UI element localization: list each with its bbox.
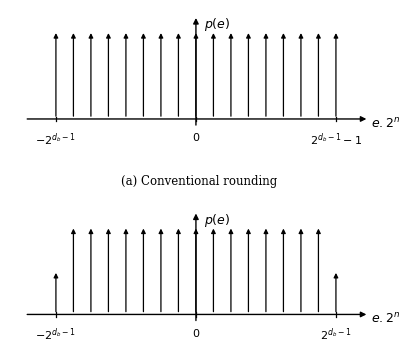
Text: $-2^{d_b-1}$: $-2^{d_b-1}$ (35, 327, 77, 344)
Text: $e{.}2^n$: $e{.}2^n$ (371, 116, 400, 130)
Text: $p(e)$: $p(e)$ (204, 16, 230, 33)
Text: $0$: $0$ (192, 327, 200, 339)
Text: $2^{d_b-1}-1$: $2^{d_b-1}-1$ (310, 131, 362, 148)
Text: $p(e)$: $p(e)$ (204, 211, 230, 229)
Text: $0$: $0$ (192, 131, 200, 143)
Text: $2^{d_b-1}$: $2^{d_b-1}$ (320, 327, 352, 344)
Text: $-2^{d_b-1}$: $-2^{d_b-1}$ (35, 131, 77, 148)
Text: $e{.}2^n$: $e{.}2^n$ (371, 312, 400, 326)
Text: (a) Conventional rounding: (a) Conventional rounding (121, 175, 278, 188)
